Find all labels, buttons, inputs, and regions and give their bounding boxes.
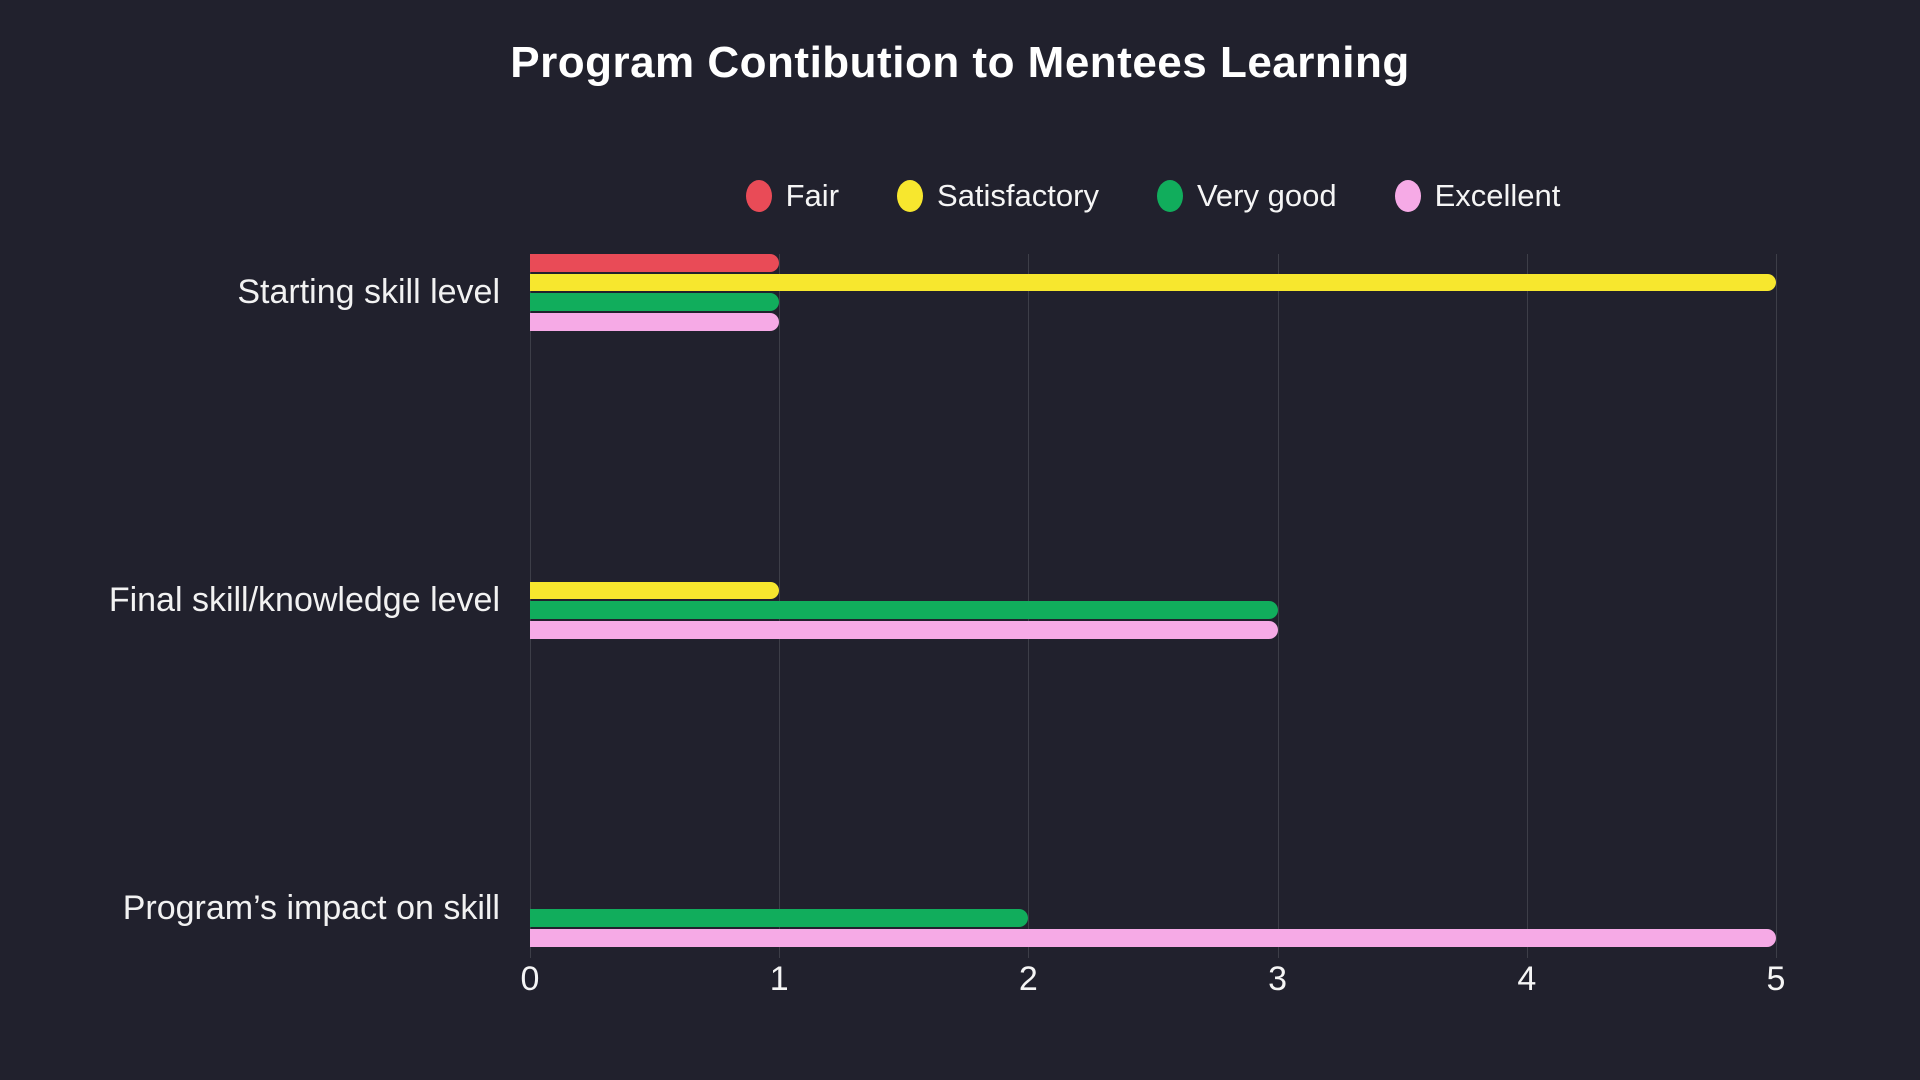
legend-label: Satisfactory: [937, 178, 1099, 213]
x-tick-label-4: 4: [1517, 960, 1537, 998]
legend-item-satisfactory[interactable]: Satisfactory: [897, 178, 1099, 214]
bar-very-good-starting-skill-level: [530, 293, 780, 311]
legend-item-fair[interactable]: Fair: [745, 178, 840, 214]
legend-marker-fair: [745, 180, 772, 212]
x-tick-label-0: 0: [520, 960, 540, 998]
bar-satisfactory-starting-skill-level: [530, 273, 1776, 292]
category-row-program-s-impact-on-skill: Program’s impact on skill: [123, 870, 1776, 950]
gridline-5: [1776, 254, 1777, 958]
x-axis-ticks: 0 1 2 3 4 5: [521, 960, 1786, 1004]
bar-satisfactory-final-skill-knowledge-level: [530, 581, 780, 600]
legend: Fair Satisfactory Very good Excellent: [530, 176, 1776, 216]
bar-fair-starting-skill-level: [530, 254, 780, 272]
gridline-4: [1526, 254, 1528, 958]
bar-very-good-program-s-impact-on-skill: [530, 909, 1029, 927]
category-label: Final skill/knowledge level: [108, 581, 500, 619]
category-row-starting-skill-level: Starting skill level: [237, 254, 1776, 334]
legend-item-excellent[interactable]: Excellent: [1394, 178, 1561, 214]
bar-very-good-final-skill-knowledge-level: [530, 601, 1278, 619]
x-tick-label-3: 3: [1268, 960, 1288, 998]
plot-area: Starting skill level Final skill/knowledg…: [109, 254, 1777, 958]
bar-excellent-final-skill-knowledge-level: [530, 621, 1278, 639]
legend-label: Very good: [1196, 178, 1337, 213]
x-tick-label-5: 5: [1766, 960, 1786, 998]
category-label: Program’s impact on skill: [122, 889, 500, 927]
category-row-final-skill-knowledge-level: Final skill/knowledge level: [109, 562, 1776, 642]
legend-marker-very-good: [1156, 180, 1183, 212]
legend-marker-excellent: [1394, 180, 1421, 212]
x-tick-label-1: 1: [769, 960, 789, 998]
gridline-3: [1277, 254, 1279, 958]
legend-label: Excellent: [1434, 178, 1561, 213]
legend-item-very-good[interactable]: Very good: [1156, 178, 1337, 214]
category-label: Starting skill level: [237, 273, 500, 311]
bar-excellent-program-s-impact-on-skill: [530, 929, 1776, 947]
legend-marker-satisfactory: [897, 180, 924, 212]
bar-excellent-starting-skill-level: [530, 313, 780, 331]
chart-title: Program Contibution to Mentees Learning: [510, 38, 1410, 87]
x-tick-label-2: 2: [1018, 960, 1038, 998]
legend-label: Fair: [785, 178, 840, 213]
